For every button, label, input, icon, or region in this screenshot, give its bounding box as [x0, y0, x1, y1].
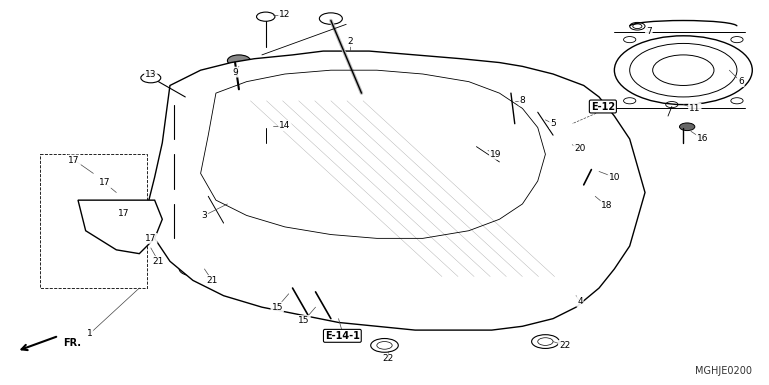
- Circle shape: [562, 90, 590, 104]
- Circle shape: [371, 60, 398, 73]
- Text: 14: 14: [279, 121, 291, 130]
- Text: 22: 22: [383, 354, 394, 363]
- Circle shape: [228, 55, 251, 66]
- Text: 4: 4: [577, 297, 583, 306]
- Circle shape: [731, 98, 743, 104]
- Circle shape: [179, 193, 207, 207]
- Text: ILLUST: ILLUST: [369, 186, 523, 261]
- Text: 17: 17: [118, 209, 130, 218]
- Text: 17: 17: [145, 234, 157, 243]
- Text: 21: 21: [206, 276, 218, 285]
- Text: FR.: FR.: [63, 338, 81, 348]
- Circle shape: [572, 191, 595, 202]
- Text: 3: 3: [201, 211, 208, 220]
- Text: 6: 6: [738, 77, 744, 86]
- Circle shape: [624, 98, 636, 104]
- Text: 5: 5: [550, 119, 556, 128]
- Text: 17: 17: [99, 178, 111, 187]
- Polygon shape: [78, 200, 162, 254]
- Circle shape: [179, 262, 207, 276]
- Text: 1: 1: [87, 330, 92, 338]
- Circle shape: [179, 102, 207, 115]
- Text: 18: 18: [601, 201, 612, 210]
- Circle shape: [486, 300, 513, 314]
- Circle shape: [371, 300, 398, 314]
- Text: 13: 13: [145, 70, 157, 79]
- Text: 2: 2: [348, 37, 353, 46]
- Text: 9: 9: [232, 68, 238, 77]
- Circle shape: [562, 281, 590, 295]
- Text: E-14-1: E-14-1: [325, 331, 360, 341]
- Circle shape: [731, 37, 743, 43]
- Text: 12: 12: [279, 10, 291, 19]
- Text: 15: 15: [298, 316, 310, 325]
- Circle shape: [624, 37, 636, 43]
- Polygon shape: [201, 70, 553, 315]
- Polygon shape: [147, 51, 645, 330]
- Text: 21: 21: [153, 257, 164, 266]
- Text: 11: 11: [689, 104, 701, 113]
- Text: 16: 16: [697, 134, 708, 144]
- Circle shape: [586, 163, 604, 172]
- Circle shape: [680, 123, 695, 131]
- Text: 19: 19: [490, 150, 501, 159]
- Text: 17: 17: [68, 156, 80, 164]
- Text: MGHJE0200: MGHJE0200: [695, 366, 752, 376]
- Text: 10: 10: [608, 173, 620, 182]
- Text: E-12: E-12: [591, 102, 615, 112]
- Text: 20: 20: [574, 144, 585, 153]
- Text: 22: 22: [559, 341, 570, 350]
- Text: 7: 7: [646, 27, 651, 37]
- Text: 8: 8: [520, 96, 525, 105]
- Text: 15: 15: [271, 303, 283, 312]
